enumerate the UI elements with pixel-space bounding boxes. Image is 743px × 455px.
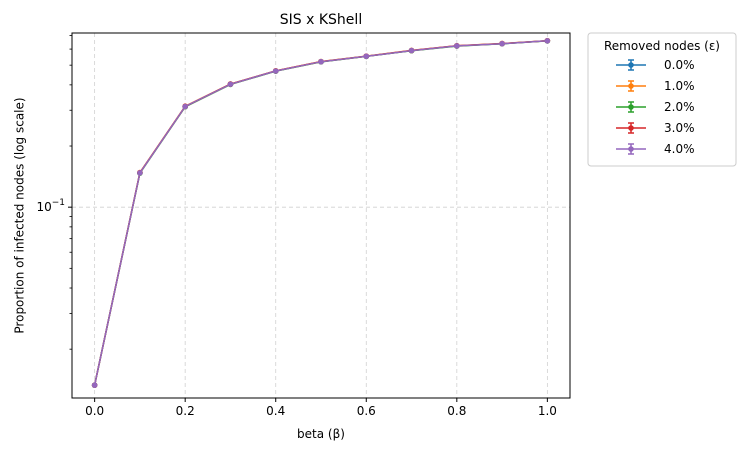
legend-label: 0.0% [664, 58, 695, 72]
legend-marker [628, 83, 634, 89]
chart-title: SIS x KShell [280, 12, 362, 28]
data-point [182, 103, 188, 110]
legend-item: 0.0% [616, 58, 695, 72]
data-point [91, 382, 98, 388]
data-point [408, 47, 415, 54]
legend-title: Removed nodes (ε) [604, 39, 720, 53]
x-axis-label: beta (β) [297, 427, 345, 441]
legend-item: 3.0% [616, 121, 695, 135]
x-tick-label: 0.2 [176, 404, 195, 418]
x-tick-label: 0.8 [447, 404, 466, 418]
legend-marker [628, 125, 634, 131]
legend-label: 1.0% [664, 79, 695, 93]
legend-box [587, 32, 737, 167]
legend-label: 3.0% [664, 121, 695, 135]
legend-marker [628, 146, 634, 152]
axis-ticks: 0.0 0.2 0.4 0.6 0.8 1.0 10−1 [36, 35, 557, 418]
y-axis-label: Proportion of infected nodes (log scale) [13, 97, 27, 333]
series-4.0% [91, 38, 551, 388]
grid-lines [72, 33, 570, 398]
legend-item: 1.0% [616, 79, 695, 93]
y-tick-label: 10−1 [36, 198, 65, 214]
data-point [318, 58, 324, 65]
x-tick-label: 0.0 [85, 404, 104, 418]
plot-frame [71, 32, 571, 399]
data-point [544, 38, 551, 44]
legend-marker [628, 104, 634, 110]
data-point [499, 40, 505, 47]
data-point [227, 81, 234, 88]
data-point [272, 68, 279, 74]
legend: Removed nodes (ε) 0.0% 1.0% 2.0% 3.0% 4.0% [587, 32, 737, 167]
data-point [137, 170, 143, 176]
legend-items: 0.0% 1.0% 2.0% 3.0% 4.0% [616, 58, 695, 156]
legend-marker [628, 62, 634, 68]
legend-item: 4.0% [616, 142, 695, 156]
x-tick-label: 0.6 [357, 404, 376, 418]
legend-label: 2.0% [664, 100, 695, 114]
legend-label: 4.0% [664, 142, 695, 156]
legend-item: 2.0% [616, 100, 695, 114]
x-tick-label: 0.4 [266, 404, 285, 418]
data-point [363, 53, 370, 60]
data-point [454, 43, 460, 49]
plot-series [91, 37, 551, 388]
x-tick-label: 1.0 [538, 404, 557, 418]
